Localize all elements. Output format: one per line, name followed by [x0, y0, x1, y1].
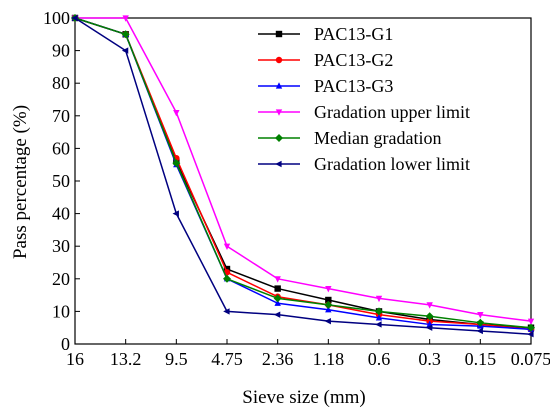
y-axis-ticks: 0 10 20 30 40 50 60 70 80 90 100	[43, 8, 80, 354]
legend-label: Gradation upper limit	[314, 102, 470, 122]
data-point	[426, 302, 433, 309]
data-point	[273, 294, 282, 303]
x-axis-label: Sieve size (mm)	[242, 387, 365, 408]
legend-swatch-marker	[275, 56, 283, 64]
series-line	[75, 17, 532, 322]
data-point	[425, 312, 434, 321]
legend-swatch-marker	[275, 134, 283, 142]
legend-item: Gradation upper limit	[258, 102, 470, 122]
x-tick-label: 0.15	[465, 349, 497, 369]
data-point	[172, 159, 181, 168]
y-tick-label: 20	[52, 269, 70, 289]
y-tick-label: 90	[52, 41, 70, 61]
data-point	[121, 47, 129, 54]
series-line	[74, 17, 532, 331]
legend-label: PAC13-G1	[314, 24, 393, 44]
legend-label: Median gradation	[314, 128, 441, 148]
data-point	[375, 321, 382, 328]
data-point	[527, 318, 535, 325]
y-tick-label: 70	[52, 106, 70, 126]
series-line	[74, 17, 532, 335]
legend-swatch-marker	[275, 160, 282, 168]
y-tick-label: 60	[52, 138, 70, 158]
data-point	[325, 305, 332, 313]
data-point	[273, 311, 281, 318]
y-tick-label: 80	[52, 73, 70, 93]
y-axis-label: Pass percentage (%)	[10, 105, 31, 259]
data-point	[476, 318, 485, 327]
x-tick-label: 1.18	[313, 349, 345, 369]
data-point	[527, 331, 534, 338]
y-tick-label: 100	[43, 8, 70, 28]
x-tick-label: 2.36	[262, 349, 294, 369]
x-tick-label: 16	[66, 349, 84, 369]
data-point	[527, 323, 535, 332]
data-point	[172, 210, 179, 217]
legend: PAC13-G1 PAC13-G2 PAC13-G3 Gradation upper …	[258, 24, 470, 174]
y-tick-label: 50	[52, 171, 70, 191]
plot-frame	[74, 17, 532, 345]
y-tick-label: 40	[52, 204, 70, 224]
series-line	[74, 17, 532, 329]
data-point	[71, 14, 78, 22]
series-5	[71, 14, 534, 338]
x-tick-label: 0.6	[368, 349, 391, 369]
x-axis-ticks: 16 13.2 9.5 4.75 2.36 1.18 0.6 0.3 0.15 0.075	[66, 339, 550, 369]
data-point	[375, 295, 383, 303]
legend-swatch-marker	[275, 109, 283, 116]
y-tick-label: 10	[52, 301, 70, 321]
data-point	[325, 296, 332, 304]
x-tick-label: 0.3	[418, 349, 441, 369]
data-point	[375, 314, 383, 321]
data-point	[223, 265, 231, 273]
x-tick-label: 13.2	[110, 349, 142, 369]
data-point	[274, 285, 281, 292]
data-point	[122, 15, 129, 22]
data-point	[477, 312, 484, 319]
x-tick-label: 4.75	[211, 349, 243, 369]
legend-item: Gradation lower limit	[258, 154, 470, 174]
data-point	[223, 274, 231, 283]
data-point	[324, 300, 333, 309]
series-layer	[71, 14, 535, 338]
legend-label: Gradation lower limit	[314, 154, 470, 174]
data-point	[274, 276, 281, 283]
legend-item: Median gradation	[258, 128, 441, 148]
data-point	[425, 324, 433, 331]
legend-item: PAC13-G2	[258, 50, 393, 70]
legend-swatch-marker	[275, 30, 283, 38]
legend-label: PAC13-G2	[314, 50, 393, 70]
data-point	[375, 307, 383, 316]
legend-label: PAC13-G3	[314, 76, 393, 96]
x-tick-label: 0.075	[511, 349, 550, 369]
data-point	[223, 243, 231, 250]
legend-item: PAC13-G3	[258, 76, 393, 96]
data-point	[223, 308, 230, 315]
data-point	[324, 317, 331, 325]
plot-border	[74, 17, 532, 345]
data-point	[274, 299, 281, 306]
legend-swatch-marker	[275, 82, 283, 89]
x-tick-label: 9.5	[165, 349, 188, 369]
legend-item: PAC13-G1	[258, 24, 393, 44]
y-tick-label: 30	[52, 236, 70, 256]
y-tick-label: 0	[61, 334, 70, 354]
data-point	[325, 285, 332, 293]
data-point	[121, 30, 130, 39]
data-point	[173, 109, 180, 117]
data-point	[476, 327, 483, 335]
